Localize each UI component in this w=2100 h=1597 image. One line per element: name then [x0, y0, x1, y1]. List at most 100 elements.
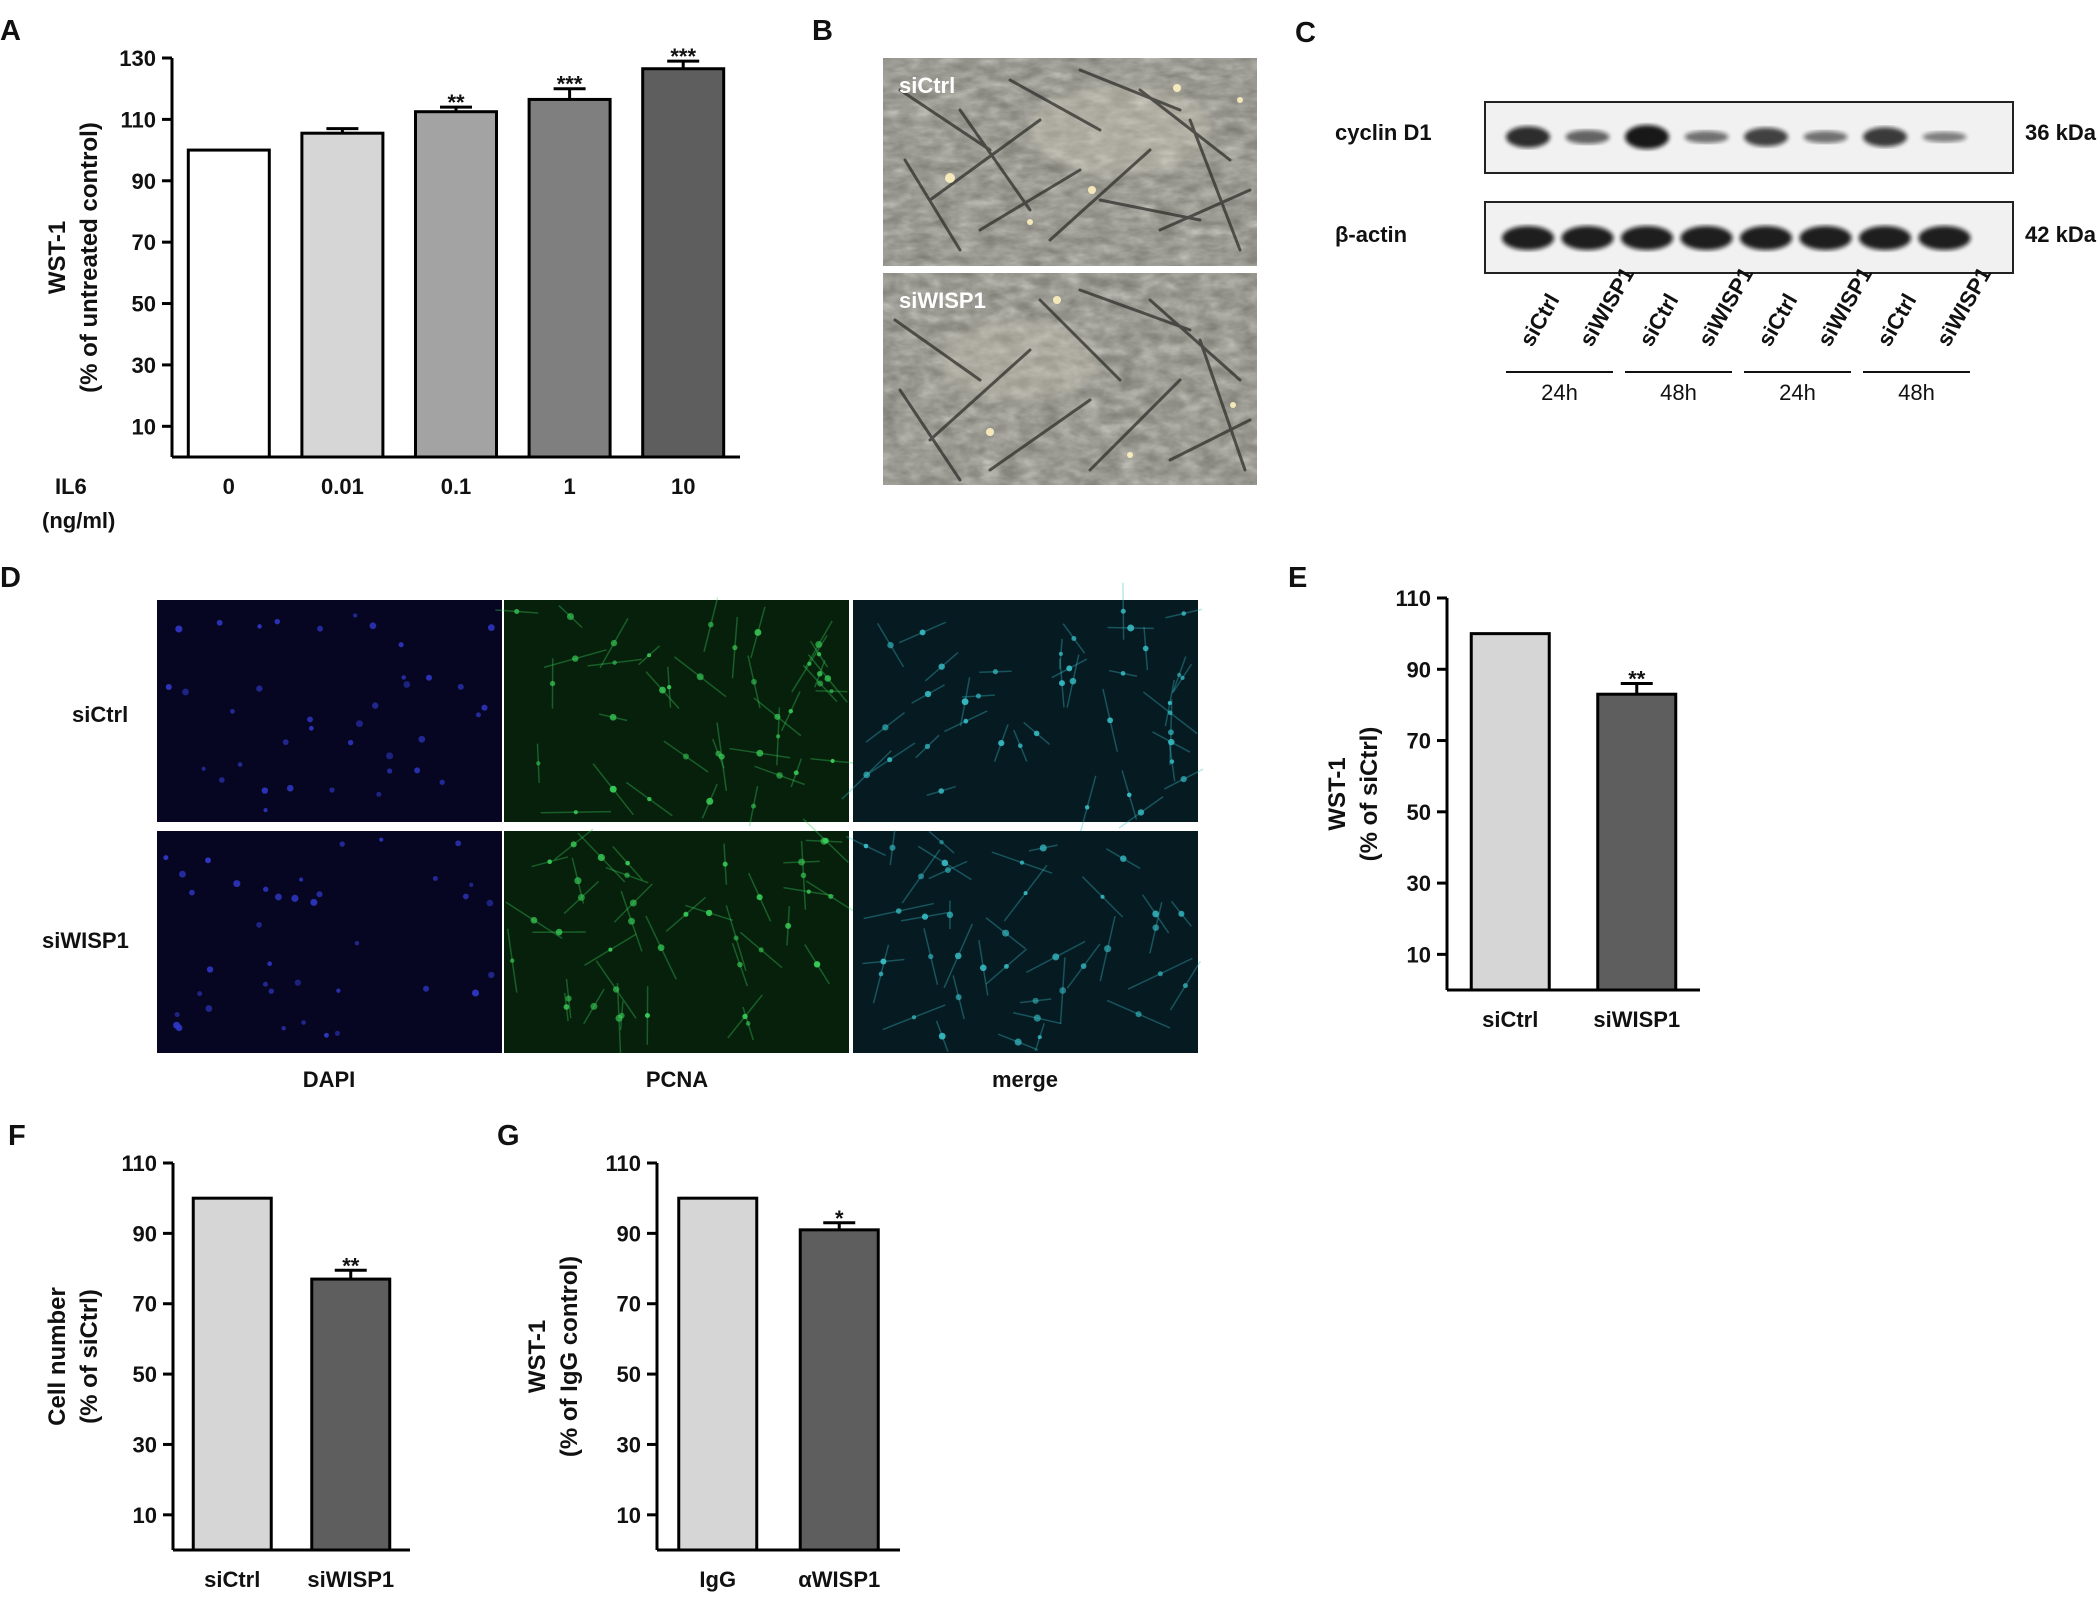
nucleus: [1052, 953, 1060, 961]
nucleus: [418, 735, 426, 743]
bar: [677, 1196, 759, 1552]
nucleus: [1177, 672, 1182, 677]
nucleus: [339, 841, 345, 847]
y-tick-label: 30: [133, 1432, 157, 1457]
bar: [191, 1196, 273, 1552]
nucleus: [274, 618, 281, 625]
nucleus: [938, 663, 945, 670]
significance-marker: **: [342, 1253, 360, 1278]
nucleus: [737, 961, 743, 968]
nucleus: [955, 994, 962, 1001]
x-category-label: 10: [671, 474, 695, 499]
nucleus: [776, 772, 783, 779]
panel-letter-d: D: [0, 562, 21, 594]
nucleus: [307, 716, 313, 723]
nucleus: [615, 1014, 623, 1022]
nucleus: [261, 787, 269, 794]
nucleus: [751, 678, 757, 685]
fluor-image-bg: [157, 831, 502, 1053]
bar: [310, 1277, 392, 1552]
nucleus: [1058, 651, 1064, 656]
y-tick-label: 110: [122, 1151, 158, 1176]
nucleus: [376, 791, 382, 797]
blot-lane-label: siWISP1: [1693, 263, 1758, 351]
nucleus: [863, 843, 869, 849]
nucleus: [1059, 987, 1067, 994]
band-cyclin-d1: [1684, 130, 1729, 144]
nucleus: [301, 1020, 306, 1025]
fluor-image-bg: [504, 831, 849, 1053]
nucleus: [732, 644, 738, 651]
nucleus: [625, 860, 630, 866]
bar: [300, 131, 385, 459]
nucleus: [263, 886, 269, 892]
fluor-image: [157, 831, 502, 1053]
nucleus: [403, 681, 411, 688]
fluor-image: [841, 582, 1204, 840]
nucleus: [878, 971, 884, 977]
nucleus: [830, 758, 835, 764]
nucleus: [1033, 730, 1040, 737]
nucleus: [173, 1021, 181, 1029]
fluor-image: [157, 600, 502, 822]
nucleus: [432, 875, 438, 881]
y-tick-label: 90: [133, 1221, 157, 1246]
y-tick-label: 70: [132, 230, 156, 255]
nucleus: [353, 613, 358, 618]
nucleus: [182, 688, 189, 696]
nucleus: [1002, 929, 1010, 937]
micrograph-label-siwisp1: siWISP1: [899, 288, 986, 313]
nucleus: [918, 873, 925, 880]
band-cyclin-d1: [1863, 127, 1907, 147]
band-cyclin-d1: [1744, 127, 1788, 147]
blot-size-42kda: 42 kDa: [2025, 222, 2097, 247]
y-axis-title-line2: (% of untreated control): [76, 122, 103, 393]
y-axis-title-line2: (% of siCtrl): [76, 1289, 103, 1424]
nucleus: [1152, 924, 1160, 931]
nucleus: [887, 757, 893, 763]
nucleus: [788, 709, 793, 714]
y-tick-label: 130: [119, 46, 156, 71]
nucleus: [256, 685, 263, 692]
bar-chart-e: 10 30 50 70 90 110 WST-1 (% of siCtrl) siCtrl ** s…: [1324, 586, 1700, 1032]
nucleus: [347, 739, 354, 746]
blot-row-label-cyclin-d1: cyclin D1: [1335, 120, 1432, 145]
y-axis-title-line1: WST-1: [1324, 757, 1351, 830]
nucleus: [179, 870, 186, 878]
nucleus: [706, 797, 714, 805]
micrograph-siwisp1: siWISP1: [883, 273, 1257, 485]
nucleus: [509, 958, 515, 963]
nucleus: [547, 859, 553, 865]
nucleus: [563, 1004, 570, 1010]
band-cyclin-d1: [1565, 129, 1610, 145]
nucleus: [1037, 1035, 1042, 1040]
bar: [186, 148, 271, 459]
x-axis-title-line1: IL6: [55, 474, 87, 499]
nucleus: [992, 669, 999, 675]
nucleus: [487, 624, 495, 631]
blot-lane-label: siCtrl: [1515, 289, 1565, 350]
nucleus: [163, 855, 169, 861]
nucleus: [475, 712, 481, 718]
nucleus: [756, 894, 763, 901]
nucleus: [336, 988, 341, 993]
nucleus: [624, 872, 630, 878]
nucleus: [647, 796, 652, 802]
nucleus: [555, 928, 563, 936]
y-axis-title-line2: (% of IgG control): [556, 1256, 583, 1457]
bar-chart-f: 10 30 50 70 90 110 Cell number (% of siCtrl) siC…: [44, 1151, 410, 1592]
y-tick-label: 70: [617, 1292, 641, 1317]
x-category-label: IgG: [699, 1567, 736, 1592]
y-tick-label: 50: [132, 292, 156, 317]
nucleus: [745, 1021, 751, 1026]
nucleus: [756, 749, 764, 757]
y-tick-label: 90: [132, 169, 156, 194]
fluor-col-label-merge: merge: [992, 1067, 1058, 1092]
nucleus: [1071, 635, 1077, 642]
panel-c-western-blot: cyclin D1 β-actin 36 kDa 42 kDa siCtrl si…: [1335, 101, 2097, 405]
y-axis-title-line2: (% of siCtrl): [1356, 727, 1383, 862]
nucleus: [354, 940, 360, 946]
nucleus: [733, 935, 739, 941]
